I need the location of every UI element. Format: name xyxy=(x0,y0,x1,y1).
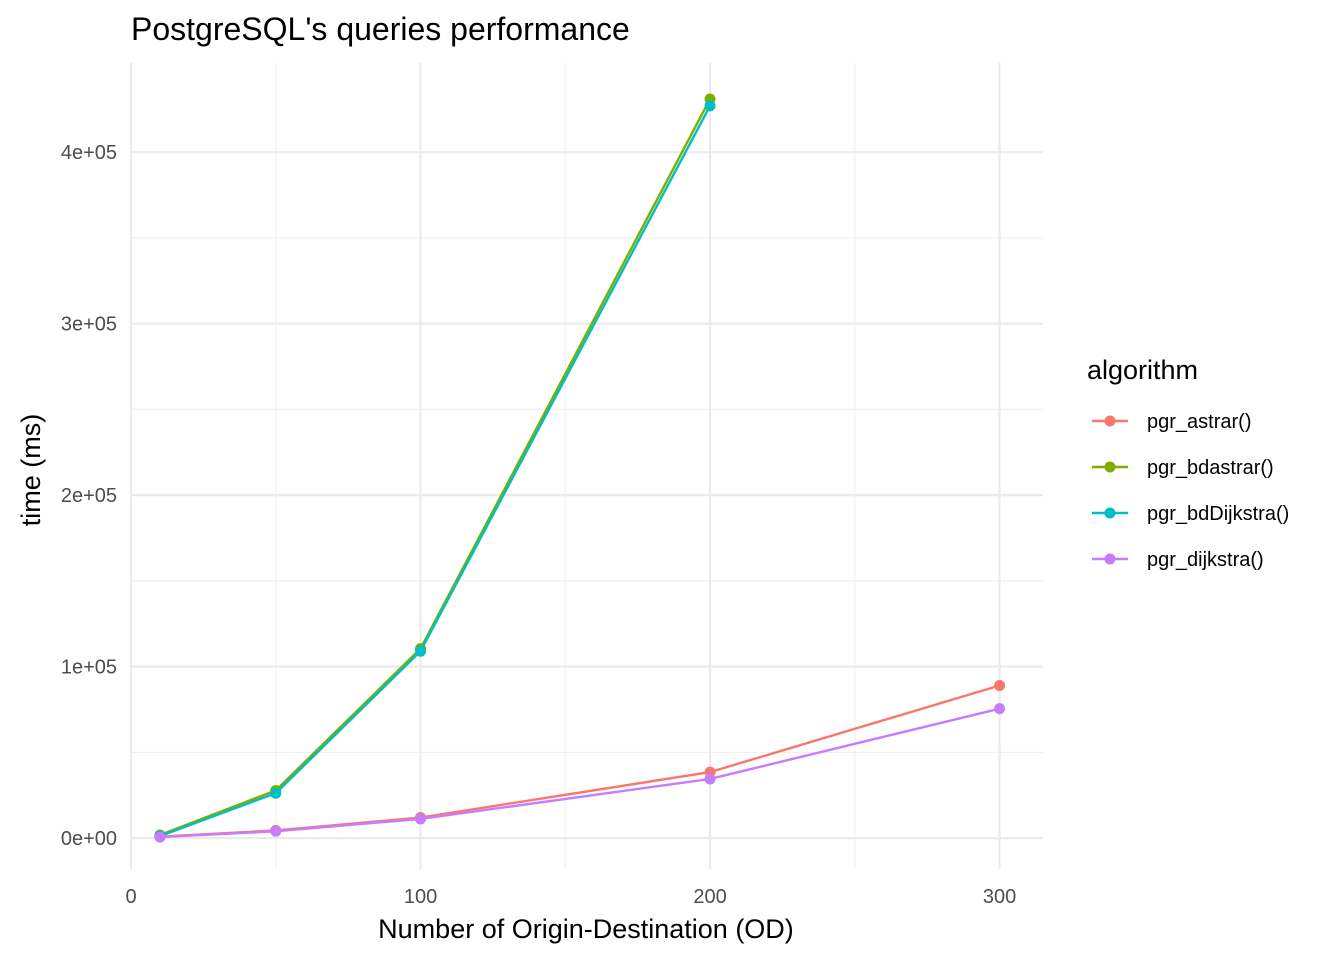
series-layer xyxy=(154,93,1006,843)
y-tick-label: 2e+05 xyxy=(61,485,117,507)
y-tick-label: 1e+05 xyxy=(61,657,117,679)
x-axis-title: Number of Origin-Destination (OD) xyxy=(378,914,794,944)
data-point xyxy=(270,825,282,837)
series-line xyxy=(159,707,1000,839)
y-axis-title: time (ms) xyxy=(16,414,46,526)
y-tick-label: 4e+05 xyxy=(61,142,117,164)
y-tick-label: 0e+00 xyxy=(61,828,117,850)
data-point xyxy=(270,787,282,799)
x-tick-label: 100 xyxy=(404,886,437,908)
series xyxy=(154,93,716,841)
series-line xyxy=(159,98,712,837)
data-point xyxy=(415,645,427,657)
legend-point xyxy=(1104,507,1116,519)
grid xyxy=(129,63,1043,869)
x-tick-label: 300 xyxy=(983,886,1016,908)
series-line xyxy=(159,684,1000,838)
data-point xyxy=(704,100,716,112)
chart-title: PostgreSQL's queries performance xyxy=(131,11,630,47)
legend-point xyxy=(1104,415,1116,427)
legend-point xyxy=(1104,553,1116,565)
x-axis-ticks: 0 100 200 300 xyxy=(125,886,1016,908)
series-line xyxy=(159,105,712,838)
legend-items: pgr_astrar() pgr_bdastrar() pgr_bdDijkstra… xyxy=(1092,411,1289,571)
data-point xyxy=(415,813,427,825)
legend-item: pgr_astrar() xyxy=(1092,411,1251,433)
legend-item: pgr_dijkstra() xyxy=(1092,549,1264,571)
y-axis-ticks: 0e+00 1e+05 2e+05 3e+05 4e+05 xyxy=(61,142,117,850)
data-point xyxy=(154,831,166,843)
legend-label: pgr_bdDijkstra() xyxy=(1147,503,1289,525)
data-point xyxy=(994,703,1006,715)
y-tick-label: 3e+05 xyxy=(61,314,117,336)
legend-label: pgr_dijkstra() xyxy=(1147,549,1264,571)
series xyxy=(154,703,1006,843)
legend-item: pgr_bdDijkstra() xyxy=(1092,503,1289,525)
legend: algorithm pgr_astrar()pgr_bdastrar()pgr_… xyxy=(1087,355,1289,571)
series xyxy=(154,100,716,842)
legend-title: algorithm xyxy=(1087,355,1198,385)
data-point xyxy=(994,680,1006,692)
x-tick-label: 200 xyxy=(693,886,726,908)
legend-item: pgr_bdastrar() xyxy=(1092,457,1274,479)
legend-label: pgr_astrar() xyxy=(1147,411,1251,433)
legend-label: pgr_bdastrar() xyxy=(1147,457,1274,479)
series xyxy=(154,680,1006,843)
legend-point xyxy=(1104,461,1116,473)
x-tick-label: 0 xyxy=(125,886,136,908)
data-point xyxy=(704,773,716,785)
